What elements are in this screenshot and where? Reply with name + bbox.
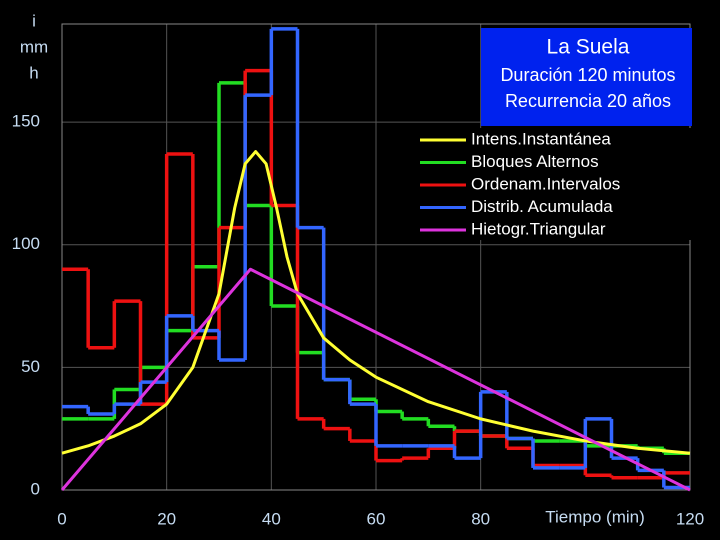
legend-label: Ordenam.Intervalos (471, 174, 620, 193)
y-tick-label: 150 (12, 112, 40, 131)
legend-label: Intens.Instantánea (471, 129, 611, 148)
plot-frame (61, 23, 691, 491)
x-axis-label: Tiempo (min) (545, 507, 645, 526)
x-tick-label: 20 (157, 509, 176, 528)
x-tick-label: 40 (262, 509, 281, 528)
legend-label: Bloques Alternos (471, 152, 599, 171)
y-tick-label: 50 (21, 357, 40, 376)
chart-subtitle: Recurrencia 20 años (505, 91, 671, 111)
title-box (481, 28, 692, 126)
legend-label: Distrib. Acumulada (471, 197, 613, 216)
x-tick-label: 0 (57, 509, 66, 528)
chart-title: La Suela (547, 36, 630, 59)
y-axis-label: mm (20, 37, 48, 56)
y-axis-label: i (32, 11, 36, 30)
chart-subtitle: Duración 120 minutos (500, 65, 675, 85)
x-tick-label: 120 (676, 509, 704, 528)
x-tick-label: 60 (367, 509, 386, 528)
legend-label: Hietogr.Triangular (471, 219, 606, 238)
y-tick-label: 0 (31, 479, 40, 498)
x-tick-label: 80 (471, 509, 490, 528)
y-axis-label: h (29, 63, 38, 82)
series-line (60, 267, 691, 492)
y-tick-label: 100 (12, 234, 40, 253)
series-line (61, 150, 691, 455)
